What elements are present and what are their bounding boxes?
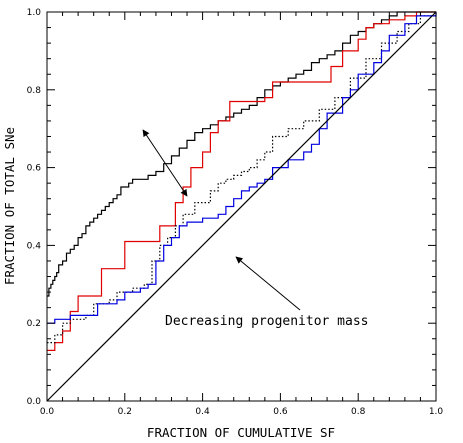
x-tick-label: 0.6 [273, 407, 288, 417]
x-tick-label: 0.2 [118, 407, 132, 417]
y-tick-label: 0.2 [27, 319, 41, 329]
series-line-0 [47, 11, 436, 297]
x-tick-label: 1.0 [429, 407, 444, 417]
y-tick-label: 1.0 [27, 8, 42, 18]
y-axis-title: FRACTION OF TOTAL SNe [2, 127, 17, 285]
x-tick-label: 0.4 [195, 407, 210, 417]
y-tick-label: 0.8 [27, 86, 42, 96]
series-line-2 [47, 12, 437, 344]
series-line-4 [46, 11, 437, 402]
direction-arrow [142, 129, 188, 197]
x-tick-label: 0.0 [40, 407, 55, 417]
pointer-arrow [235, 256, 301, 311]
series-line-3 [47, 12, 437, 324]
x-tick-label: 0.8 [351, 407, 366, 417]
arrow-layer [142, 129, 301, 311]
x-axis-title: FRACTION OF CUMULATIVE SF [147, 425, 335, 440]
y-tick-label: 0.0 [27, 397, 42, 407]
plot-frame [46, 11, 437, 402]
series-layer [46, 11, 437, 402]
series-line-1 [47, 11, 436, 351]
annotation-text: Decreasing progenitor mass [165, 314, 369, 329]
y-tick-label: 0.4 [27, 241, 42, 251]
y-tick-label: 0.6 [27, 164, 42, 174]
ticks-layer: 0.0 0.2 0.4 0.6 0.8 1.0 0.0 0.2 0.4 0.6 0.8 1.0 [27, 8, 444, 417]
